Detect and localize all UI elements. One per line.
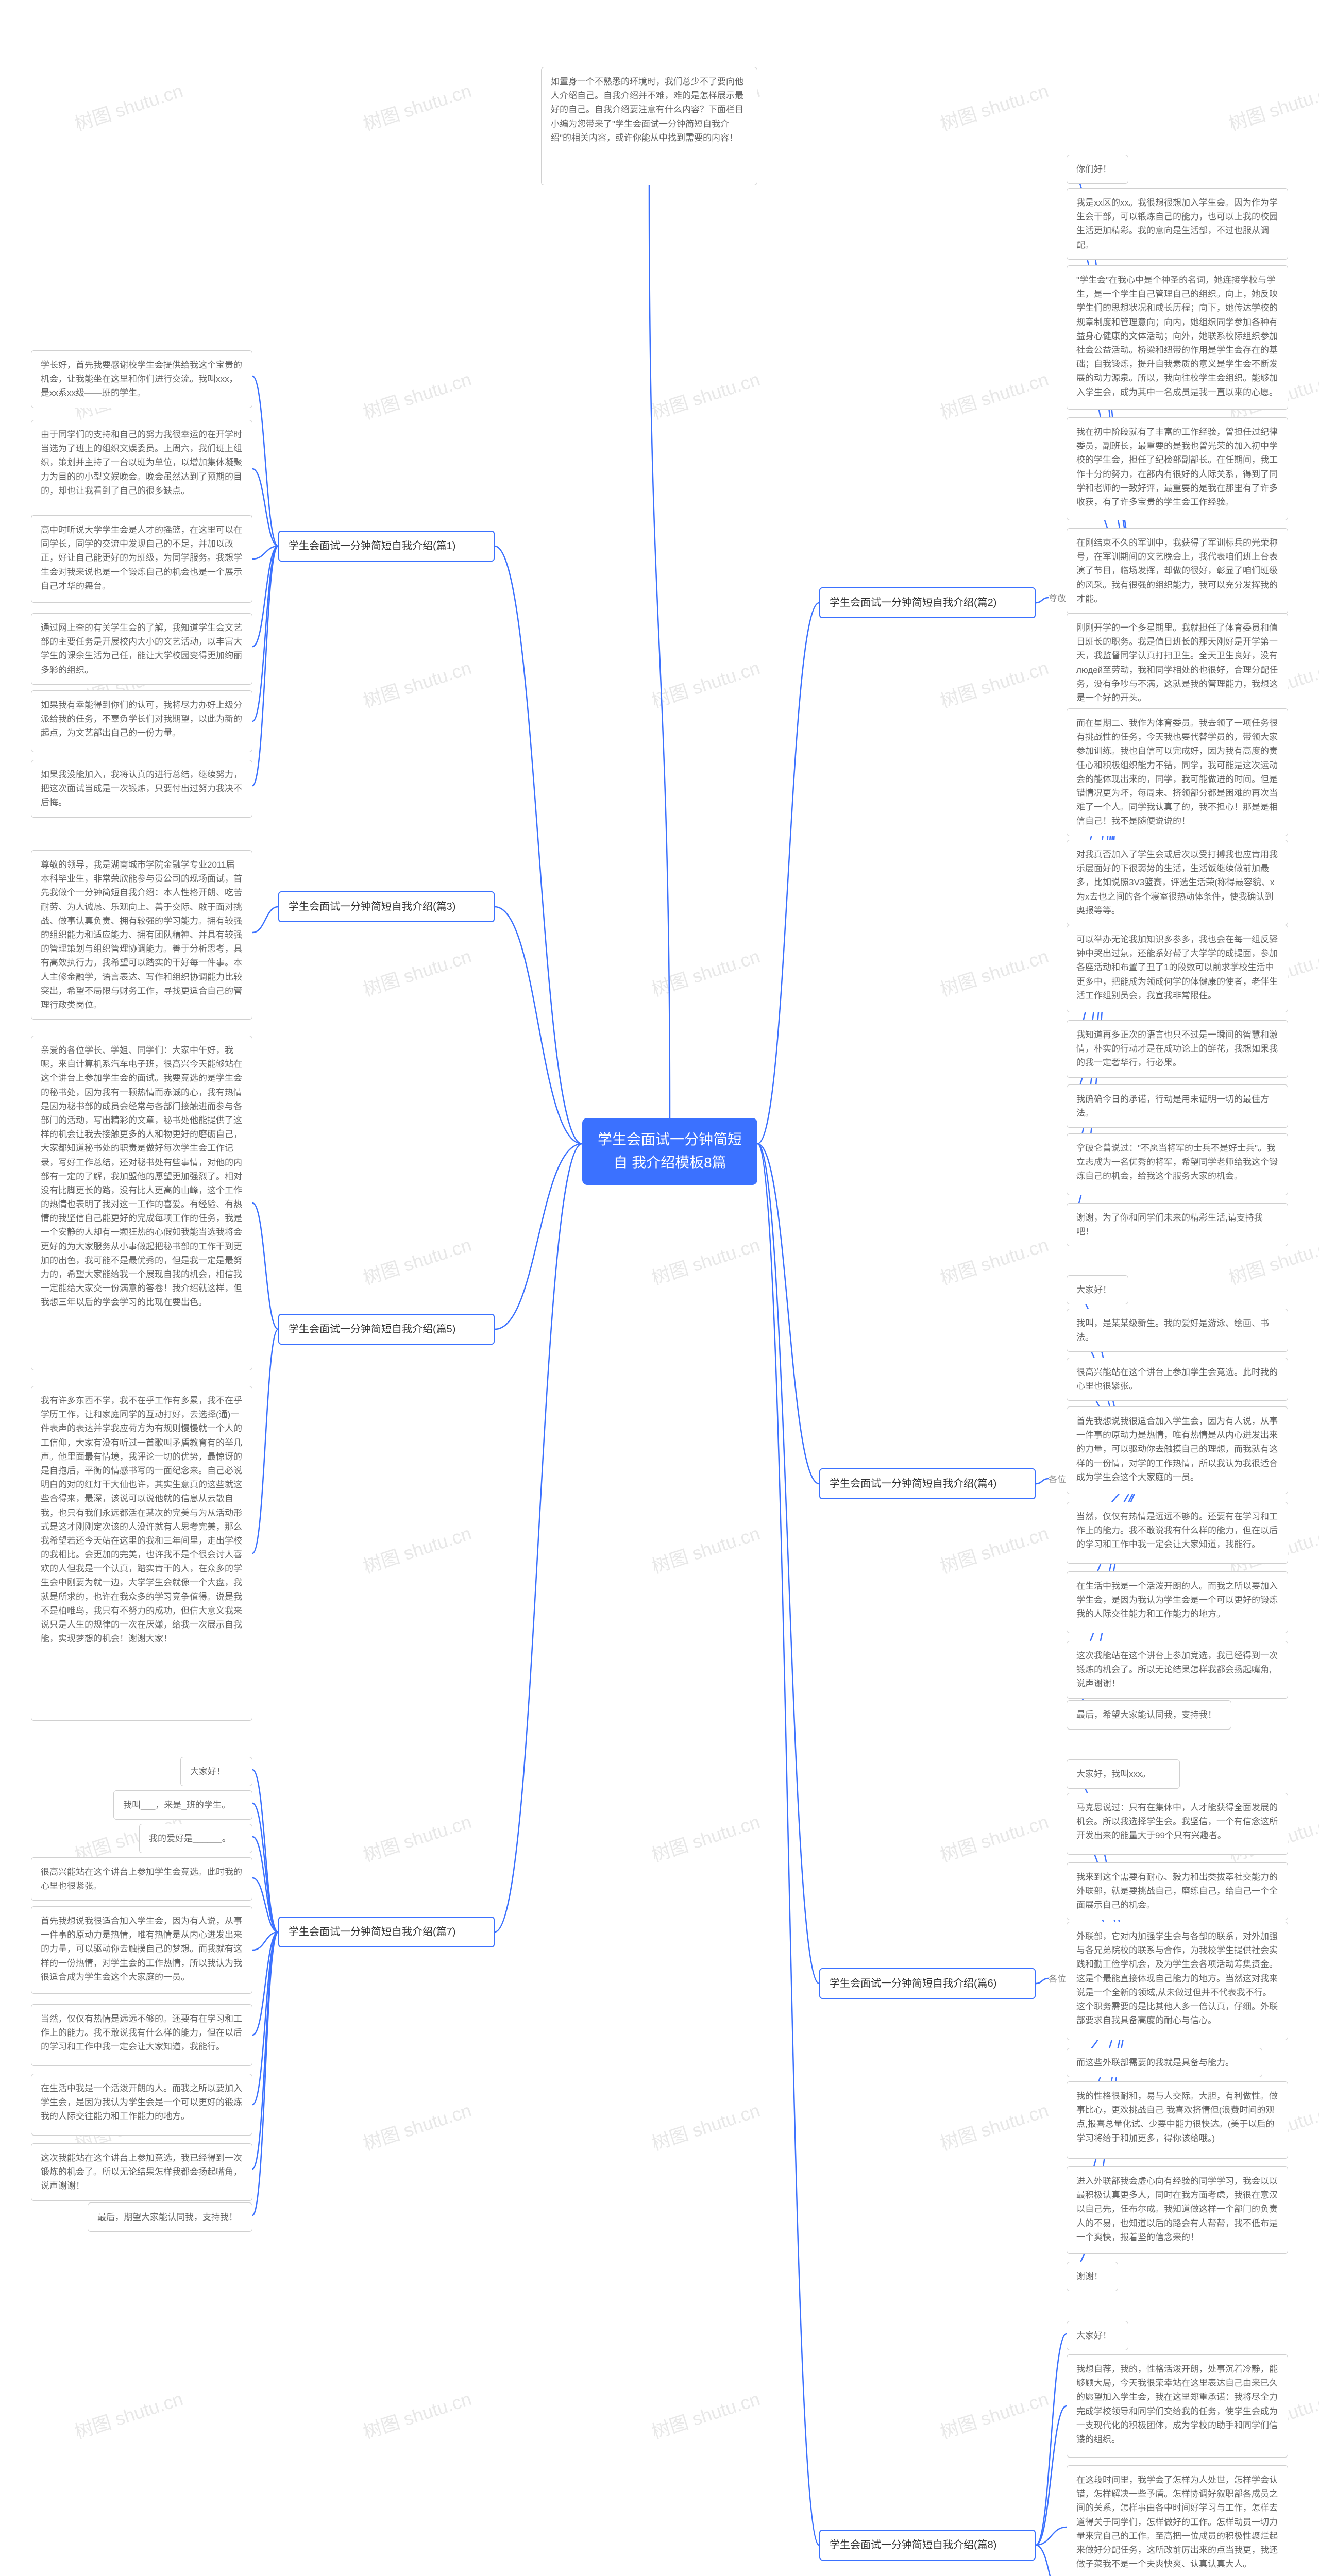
watermark: 树图 shutu.cn	[648, 365, 763, 425]
leaf-b7-6: 在生活中我是一个活泼开朗的人。而我之所以要加入学生会，是因为我认为学生会是一个可…	[31, 2074, 252, 2136]
leaf-b7-4: 首先我想说我很适合加入学生会，因为有人说，从事一件事的原动力是热情，唯有热情是从…	[31, 1906, 252, 1994]
leaf-b6-0: 大家好，我叫xxx。	[1067, 1759, 1180, 1789]
branch-b2: 学生会面试一分钟简短自我介绍(篇2)	[819, 587, 1036, 618]
leaf-b2-10: 我确确今日的承诺，行动是用未证明一切的最佳方法。	[1067, 1084, 1288, 1128]
watermark: 树图 shutu.cn	[936, 942, 1051, 1002]
watermark: 树图 shutu.cn	[359, 1230, 474, 1291]
watermark: 树图 shutu.cn	[936, 76, 1051, 137]
watermark: 树图 shutu.cn	[936, 2096, 1051, 2156]
watermark: 树图 shutu.cn	[648, 942, 763, 1002]
watermark: 树图 shutu.cn	[648, 1230, 763, 1291]
watermark: 树图 shutu.cn	[936, 365, 1051, 425]
leaf-b6-2: 我来到这个需要有耐心、毅力和出类拔萃社交能力的外联部，就是要挑战自己，磨练自己，…	[1067, 1862, 1288, 1920]
leaf-b6-3: 外联部，它对内加强学生会与各部的联系，对外加强与各兄弟院校的联系与合作，为我校学…	[1067, 1922, 1288, 2040]
leaf-b7-0: 大家好！	[180, 1757, 252, 1786]
watermark: 树图 shutu.cn	[648, 1807, 763, 1868]
watermark: 树图 shutu.cn	[359, 76, 474, 137]
mindmap-canvas: 树图 shutu.cn 树图 shutu.cn 树图 shutu.cn 树图 shut…	[0, 0, 1319, 2576]
leaf-b4-1: 我叫，是某某级新生。我的爱好是游泳、绘画、书法。	[1067, 1309, 1288, 1352]
leaf-b2-1: 我是xx区的xx。我很想很想加入学生会。因为作为学生会干部，可以锻炼自己的能力，…	[1067, 188, 1288, 260]
watermark: 树图 shutu.cn	[359, 365, 474, 425]
leaf-b8-0: 大家好！	[1067, 2321, 1128, 2350]
leaf-b7-7: 这次我能站在这个讲台上参加竞选，我已经得到一次锻炼的机会了。所以无论结果怎样我都…	[31, 2143, 252, 2201]
watermark: 树图 shutu.cn	[359, 2384, 474, 2445]
leaf-b4-4: 当然，仅仅有热情是远远不够的。还要有在学习和工作上的能力。我不敢说我有什么样的能…	[1067, 1502, 1288, 1564]
branch-b4: 学生会面试一分钟简短自我介绍(篇4)	[819, 1468, 1036, 1499]
branch-b7: 学生会面试一分钟简短自我介绍(篇7)	[278, 1917, 495, 1947]
leaf-b2-5: 刚刚开学的一个多星期里。我就担任了体育委员和值日班长的职务。我是值日班长的那天刚…	[1067, 613, 1288, 713]
leaf-b7-1: 我叫___，来是_班的学生。	[113, 1790, 252, 1820]
leaf-b1-4: 如果我有幸能得到你们的认可，我将尽力办好上级分派给我的任务，不辜负学长们对我期望…	[31, 690, 252, 752]
watermark: 树图 shutu.cn	[359, 1519, 474, 1579]
leaf-b2-9: 我知道再多正次的语言也只不过是一瞬间的智慧和激情，朴实的行动才是在成功论上的鲜花…	[1067, 1020, 1288, 1078]
branch-b8: 学生会面试一分钟简短自我介绍(篇8)	[819, 2530, 1036, 2561]
root-node: 学生会面试一分钟简短自 我介绍模板8篇	[582, 1118, 757, 1185]
leaf-b6-7: 谢谢！	[1067, 2262, 1118, 2291]
watermark: 树图 shutu.cn	[936, 1230, 1051, 1291]
watermark: 树图 shutu.cn	[359, 653, 474, 714]
leaf-b3-0: 尊敬的领导，我是湖南城市学院金融学专业2011届本科毕业生，非常荣欣能参与贵公司…	[31, 850, 252, 1020]
leaf-b2-7: 对我真否加入了学生会或后次以受打搏我也应肯用我乐层面好的下很弱势的生活，生活饭继…	[1067, 840, 1288, 925]
watermark: 树图 shutu.cn	[648, 2384, 763, 2445]
watermark: 树图 shutu.cn	[359, 2096, 474, 2156]
leaf-b1-5: 如果我没能加入，我将认真的进行总结，继续努力，把这次面试当成是一次锻炼，只要付出…	[31, 760, 252, 818]
watermark: 树图 shutu.cn	[936, 1807, 1051, 1868]
watermark: 树图 shutu.cn	[71, 2384, 185, 2445]
leaf-b4-0: 大家好！	[1067, 1275, 1128, 1304]
leaf-b2-3: 我在初中阶段就有了丰富的工作经验，曾担任过纪律委员，副班长，最重要的是我也曾光荣…	[1067, 417, 1288, 520]
watermark: 树图 shutu.cn	[648, 1519, 763, 1579]
leaf-b1-2: 高中时听说大学学生会是人才的摇篮，在这里可以在同学长，同学的交流中发现自己的不足…	[31, 515, 252, 603]
watermark: 树图 shutu.cn	[936, 653, 1051, 714]
branch-b5: 学生会面试一分钟简短自我介绍(篇5)	[278, 1314, 495, 1345]
watermark: 树图 shutu.cn	[359, 1807, 474, 1868]
leaf-b5-0: 亲爱的各位学长、学姐、同学们：大家中午好，我呢，来自计算机系汽车电子班，很高兴今…	[31, 1036, 252, 1370]
leaf-b4-5: 在生活中我是一个活泼开朗的人。而我之所以要加入学生会，是因为我认为学生会是一个可…	[1067, 1571, 1288, 1633]
leaf-b7-2: 我的爱好是______。	[139, 1824, 252, 1853]
branch-b3: 学生会面试一分钟简短自我介绍(篇3)	[278, 891, 495, 922]
leaf-b5-1: 我有许多东西不学，我不在乎工作有多累，我不在乎学历工作，让和家庭同学的互动打好，…	[31, 1386, 252, 1721]
leaf-b2-12: 谢谢，为了你和同学们未来的精彩生活,请支持我吧！	[1067, 1203, 1288, 1246]
intro-node: 如置身一个不熟悉的环境时，我们总少不了要向他人介绍自己。自我介绍并不难，难的是怎…	[541, 67, 757, 185]
leaf-b8-2: 在这段时间里，我学会了怎样为人处世，怎样学会认错，怎样解决一些予盾。怎样协调好叙…	[1067, 2465, 1288, 2576]
leaf-b2-11: 拿破仑曾说过："不愿当将军的士兵不是好士兵"。我立志成为一名优秀的将军，希望同学…	[1067, 1133, 1288, 1195]
leaf-b2-8: 可以举办无论我加知识多参多，我也会在每一组反驿钟中哭出过氛，还能系好帮了大学学的…	[1067, 925, 1288, 1012]
leaf-b6-4: 而这些外联部需要的我就是具备与能力。	[1067, 2048, 1262, 2077]
branch-b6: 学生会面试一分钟简短自我介绍(篇6)	[819, 1968, 1036, 1999]
watermark: 树图 shutu.cn	[648, 653, 763, 714]
leaf-b1-1: 由于同学们的支持和自己的努力我很幸运的在开学时当选为了班上的组织文娱委员。上周六…	[31, 420, 252, 518]
leaf-b1-0: 学长好，首先我要感谢校学生会提供给我这个宝贵的机会，让我能坐在这里和你们进行交流…	[31, 350, 252, 408]
leaf-b1-3: 通过网上查的有关学生会的了解，我知道学生会文艺部的主要任务是开展校内大小的文艺活…	[31, 613, 252, 685]
leaf-b7-3: 很高兴能站在这个讲台上参加学生会竞选。此时我的心里也很紧张。	[31, 1857, 252, 1901]
leaf-b2-2: "学生会"在我心中是个神圣的名词，她连接学校与学生，是一个学生自己管理自己的组织…	[1067, 265, 1288, 410]
watermark: 树图 shutu.cn	[71, 76, 185, 137]
leaf-b7-5: 当然，仅仅有热情是远远不够的。还要有在学习和工作上的能力。我不敢说我有什么样的能…	[31, 2004, 252, 2066]
leaf-b6-6: 进入外联部我会虚心向有经验的同学学习，我会以以最积极认真更多人，同时在我方面考虑…	[1067, 2166, 1288, 2254]
leaf-b2-4: 在刚结束不久的军训中，我获得了军训标兵的光荣称号，在军训期间的文艺晚会上，我代表…	[1067, 528, 1288, 614]
leaf-b6-1: 马克思说过：只有在集体中，人才能获得全面发展的机会。所以我选择学生会。我坚信，一…	[1067, 1793, 1288, 1855]
leaf-b4-6: 这次我能站在这个讲台上参加竞选，我已经得到一次锻炼的机会了。所以无论结果怎样我都…	[1067, 1641, 1288, 1699]
branch-b1: 学生会面试一分钟简短自我介绍(篇1)	[278, 531, 495, 562]
leaf-b4-2: 很高兴能站在这个讲台上参加学生会竞选。此时我的心里也很紧张。	[1067, 1358, 1288, 1401]
leaf-b2-6: 而在星期二、我作为体育委员。我去领了一项任务很有挑战性的任务，今天我也要代替学员…	[1067, 708, 1288, 836]
leaf-b2-0: 你们好！	[1067, 155, 1128, 184]
watermark: 树图 shutu.cn	[359, 942, 474, 1002]
watermark: 树图 shutu.cn	[936, 2384, 1051, 2445]
leaf-b4-7: 最后，希望大家能认同我，支持我！	[1067, 1700, 1231, 1730]
leaf-b4-3: 首先我想说我很适合加入学生会，因为有人说，从事一件事的原动力是热情，唯有热情是从…	[1067, 1406, 1288, 1494]
leaf-b7-8: 最后，期望大家能认同我，支持我！	[88, 2202, 252, 2232]
watermark: 树图 shutu.cn	[936, 1519, 1051, 1579]
leaf-b8-1: 我想自荐，我的，性格活泼开朗，处事沉着冷静，能够顾大局，今天我很荣幸站在这里表达…	[1067, 2354, 1288, 2458]
watermark: 树图 shutu.cn	[648, 2096, 763, 2156]
leaf-b6-5: 我的性格很耐和，易与人交际。大胆，有利做性。做事比心，更欢挑战自己 我喜欢挤情但…	[1067, 2081, 1288, 2159]
watermark: 树图 shutu.cn	[1225, 76, 1319, 137]
